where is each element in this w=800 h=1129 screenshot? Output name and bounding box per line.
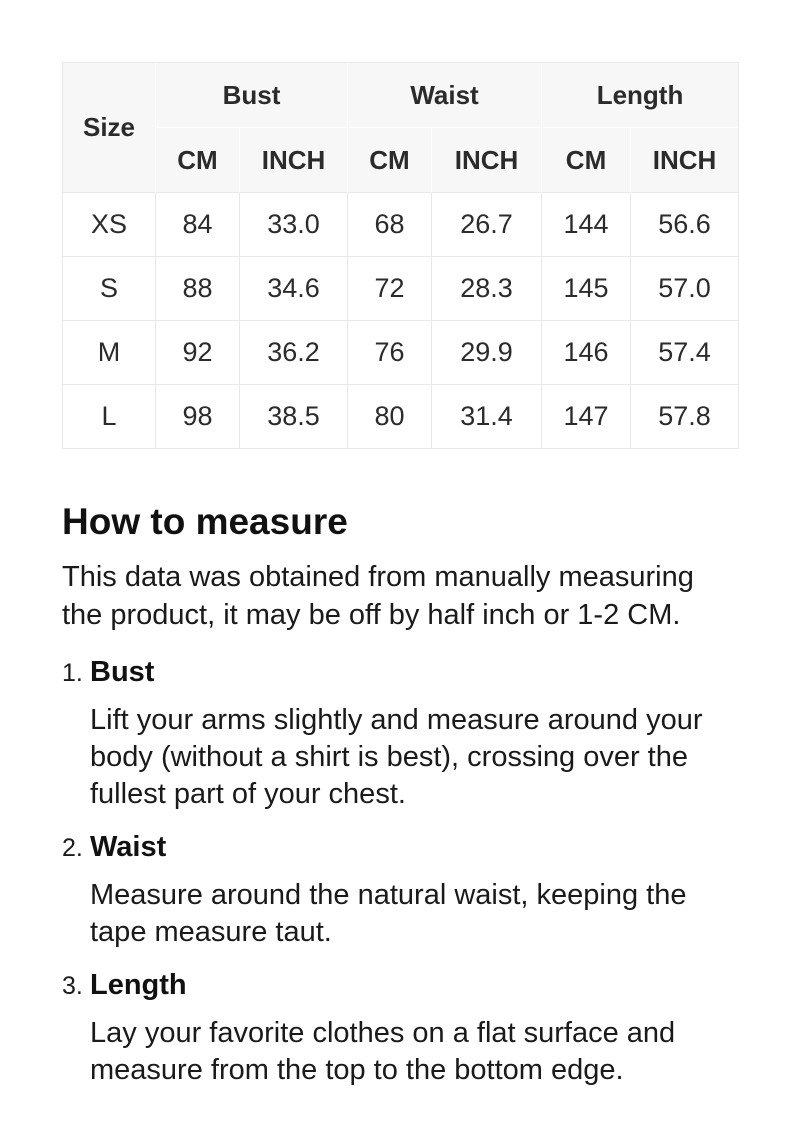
waist-inch-header: INCH [432, 128, 543, 193]
value-cell: 92 [156, 321, 240, 385]
value-cell: 84 [156, 193, 240, 257]
value-cell: 38.5 [240, 385, 348, 449]
value-cell: 31.4 [432, 385, 543, 449]
value-cell: 29.9 [432, 321, 543, 385]
measure-steps-list: 1. Bust Lift your arms slightly and meas… [62, 654, 738, 1089]
step-description: Lift your arms slightly and measure arou… [90, 704, 703, 810]
table-row-l: L 98 38.5 80 31.4 147 57.8 [63, 385, 740, 449]
size-cell: L [63, 385, 156, 449]
step-title: Length [90, 969, 187, 1001]
step-title: Waist [90, 831, 167, 863]
waist-group-header: Waist [348, 63, 543, 128]
value-cell: 145 [542, 257, 632, 321]
how-to-measure-title: How to measure [62, 501, 348, 542]
bust-inch-header: INCH [240, 128, 348, 193]
value-cell: 144 [542, 193, 632, 257]
step-bust-header: 1. Bust [62, 654, 738, 690]
measure-intro-text: This data was obtained from manually mea… [62, 561, 694, 631]
step-waist-header: 2. Waist [62, 829, 738, 865]
value-cell: 26.7 [432, 193, 543, 257]
size-guide-page: Size Bust Waist Length CM INCH CM INCH C… [62, 62, 740, 1089]
value-cell: 56.6 [631, 193, 740, 257]
bust-group-header: Bust [156, 63, 348, 128]
value-cell: 80 [348, 385, 432, 449]
value-cell: 33.0 [240, 193, 348, 257]
step-number: 1. [62, 659, 83, 687]
step-number: 2. [62, 834, 83, 862]
value-cell: 34.6 [240, 257, 348, 321]
step-description: Lay your favorite clothes on a flat surf… [90, 1017, 676, 1086]
value-cell: 146 [542, 321, 632, 385]
size-column-header: Size [63, 63, 156, 193]
length-inch-header: INCH [631, 128, 740, 193]
value-cell: 88 [156, 257, 240, 321]
value-cell: 147 [542, 385, 632, 449]
value-cell: 36.2 [240, 321, 348, 385]
step-title: Bust [90, 656, 155, 688]
waist-cm-header: CM [348, 128, 432, 193]
value-cell: 76 [348, 321, 432, 385]
table-row-s: S 88 34.6 72 28.3 145 57.0 [63, 257, 740, 321]
value-cell: 57.8 [631, 385, 740, 449]
size-chart-header: Size Bust Waist Length CM INCH CM INCH C… [63, 63, 740, 193]
value-cell: 72 [348, 257, 432, 321]
bust-cm-header: CM [156, 128, 240, 193]
size-cell: M [63, 321, 156, 385]
step-length: 3. Length Lay your favorite clothes on a… [62, 967, 738, 1089]
size-cell: S [63, 257, 156, 321]
value-cell: 98 [156, 385, 240, 449]
length-group-header: Length [542, 63, 740, 128]
value-cell: 57.4 [631, 321, 740, 385]
value-cell: 57.0 [631, 257, 740, 321]
step-bust: 1. Bust Lift your arms slightly and meas… [62, 654, 738, 813]
step-length-header: 3. Length [62, 967, 738, 1003]
size-chart-table-wrap: Size Bust Waist Length CM INCH CM INCH C… [62, 62, 740, 449]
step-number: 3. [62, 972, 83, 1000]
size-cell: XS [63, 193, 156, 257]
size-chart-table: Size Bust Waist Length CM INCH CM INCH C… [63, 63, 740, 449]
table-row-m: M 92 36.2 76 29.9 146 57.4 [63, 321, 740, 385]
length-cm-header: CM [542, 128, 632, 193]
table-row-xs: XS 84 33.0 68 26.7 144 56.6 [63, 193, 740, 257]
step-waist: 2. Waist Measure around the natural wais… [62, 829, 738, 951]
value-cell: 28.3 [432, 257, 543, 321]
value-cell: 68 [348, 193, 432, 257]
step-description: Measure around the natural waist, keepin… [90, 879, 687, 948]
